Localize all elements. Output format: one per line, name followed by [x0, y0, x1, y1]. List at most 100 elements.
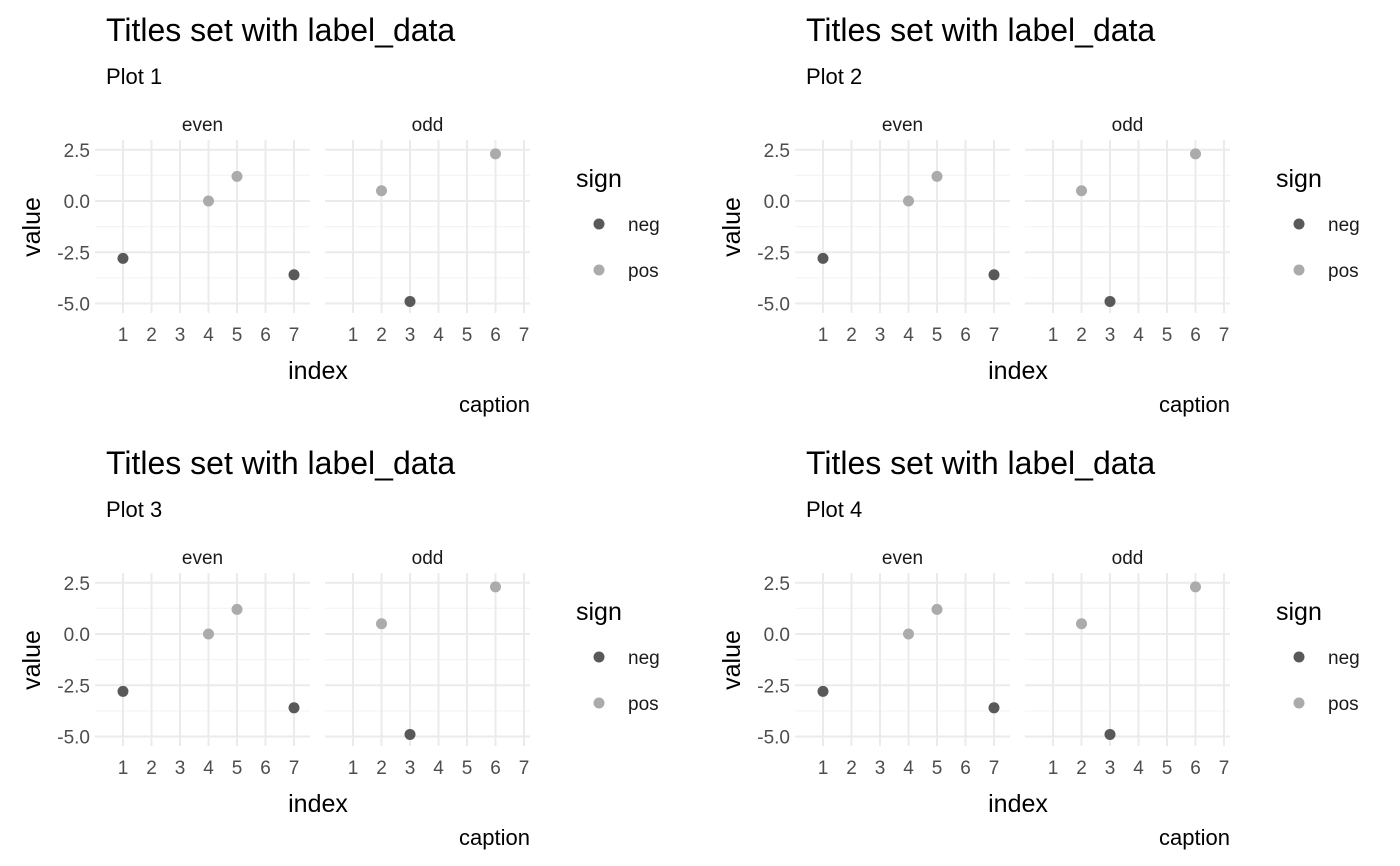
data-point-pos: [1076, 618, 1087, 630]
facet-strip-label: odd: [412, 115, 444, 136]
x-tick-label: 6: [960, 325, 971, 346]
legend-title: sign: [1276, 598, 1322, 626]
x-tick-label: 5: [1162, 758, 1173, 779]
x-tick-label: 2: [146, 758, 157, 779]
legend: sign neg pos: [1276, 165, 1360, 282]
data-point-neg: [1104, 295, 1116, 307]
facet-panel-odd: odd 1 2 3 4 5 6 7: [325, 548, 530, 779]
legend-label-neg: neg: [628, 648, 660, 669]
legend-key-pos: [593, 697, 605, 709]
x-tick-label: 3: [875, 325, 886, 346]
x-tick-label: 5: [1162, 325, 1173, 346]
x-tick-label: 1: [1048, 758, 1059, 779]
x-tick-label: 6: [490, 325, 501, 346]
facet-strip-label: even: [182, 548, 223, 569]
data-point-neg: [988, 702, 1000, 714]
data-point-neg: [117, 685, 129, 697]
data-point-neg: [404, 295, 416, 307]
plot-caption: caption: [1159, 392, 1230, 417]
data-point-pos: [931, 170, 943, 182]
legend-title: sign: [1276, 165, 1322, 193]
x-tick-label: 2: [146, 325, 157, 346]
facet-panel-odd: odd 1 2 3 4 5 6 7: [1025, 115, 1230, 346]
y-axis-label: value: [718, 197, 746, 257]
plot-subtitle: Plot 1: [106, 64, 162, 89]
x-tick-label: 1: [1048, 325, 1059, 346]
x-tick-label: 3: [405, 758, 416, 779]
legend-key-pos: [1293, 697, 1305, 709]
x-tick-label: 3: [175, 758, 186, 779]
data-point-pos: [903, 628, 914, 640]
facet-panel-odd: odd 1 2 3 4 5 6 7: [325, 115, 530, 346]
plot-subtitle: Plot 4: [806, 497, 862, 522]
data-point-pos: [490, 581, 501, 593]
x-tick-label: 1: [348, 325, 359, 346]
x-tick-label: 1: [118, 325, 129, 346]
x-tick-label: 3: [875, 758, 886, 779]
legend: sign neg pos: [576, 165, 660, 282]
x-tick-label: 2: [376, 325, 387, 346]
legend-key-neg: [593, 218, 605, 230]
plot-title: Titles set with label_data: [806, 12, 1155, 48]
x-tick-label: 6: [1190, 758, 1201, 779]
y-tick-label: -2.5: [757, 243, 790, 264]
facet-panel-even: even 1 2 3 4 5 6 7: [95, 115, 310, 346]
facet-strip-label: even: [882, 548, 923, 569]
x-tick-label: 6: [960, 758, 971, 779]
y-tick-label: 0.0: [64, 192, 90, 213]
plot-title: Titles set with label_data: [806, 445, 1155, 481]
x-tick-label: 5: [932, 325, 943, 346]
y-tick-label: 2.5: [64, 574, 90, 595]
legend-label-neg: neg: [1328, 215, 1360, 236]
data-point-neg: [117, 252, 129, 264]
data-point-pos: [376, 185, 387, 197]
x-tick-label: 5: [932, 758, 943, 779]
y-tick-label: 2.5: [764, 141, 790, 162]
legend-label-pos: pos: [628, 261, 659, 282]
x-tick-label: 4: [433, 325, 444, 346]
x-tick-label: 5: [462, 758, 473, 779]
data-point-neg: [817, 252, 829, 264]
x-tick-label: 6: [490, 758, 501, 779]
facet-strip-label: even: [182, 115, 223, 136]
data-point-pos: [1190, 581, 1201, 593]
x-tick-label: 1: [818, 758, 829, 779]
y-tick-label: 2.5: [764, 574, 790, 595]
y-tick-label: 0.0: [764, 625, 790, 646]
data-point-pos: [490, 148, 501, 160]
plot-title: Titles set with label_data: [106, 12, 455, 48]
plot-subtitle: Plot 2: [806, 64, 862, 89]
plot-caption: caption: [459, 392, 530, 417]
x-axis-label: index: [988, 790, 1048, 818]
x-tick-label: 7: [519, 325, 530, 346]
legend-key-pos: [1293, 264, 1305, 276]
legend-label-neg: neg: [1328, 648, 1360, 669]
x-tick-label: 7: [989, 325, 1000, 346]
data-point-pos: [231, 603, 243, 615]
x-tick-label: 3: [405, 325, 416, 346]
y-tick-label: -2.5: [57, 676, 90, 697]
x-tick-label: 1: [348, 758, 359, 779]
facet-panel-even: even 1 2 3 4 5 6 7: [95, 548, 310, 779]
x-tick-label: 1: [118, 758, 129, 779]
x-tick-label: 5: [232, 758, 243, 779]
data-point-neg: [1104, 728, 1116, 740]
x-tick-label: 3: [175, 325, 186, 346]
facet-panel-odd: odd 1 2 3 4 5 6 7: [1025, 548, 1230, 779]
x-tick-label: 7: [289, 758, 300, 779]
x-tick-label: 5: [462, 325, 473, 346]
x-tick-label: 4: [1133, 325, 1144, 346]
x-tick-label: 4: [203, 325, 214, 346]
data-point-neg: [288, 269, 300, 281]
legend-label-neg: neg: [628, 215, 660, 236]
legend-key-neg: [1293, 651, 1305, 663]
data-point-neg: [817, 685, 829, 697]
data-point-pos: [203, 628, 214, 640]
data-point-pos: [1076, 185, 1087, 197]
plot-caption: caption: [459, 825, 530, 850]
